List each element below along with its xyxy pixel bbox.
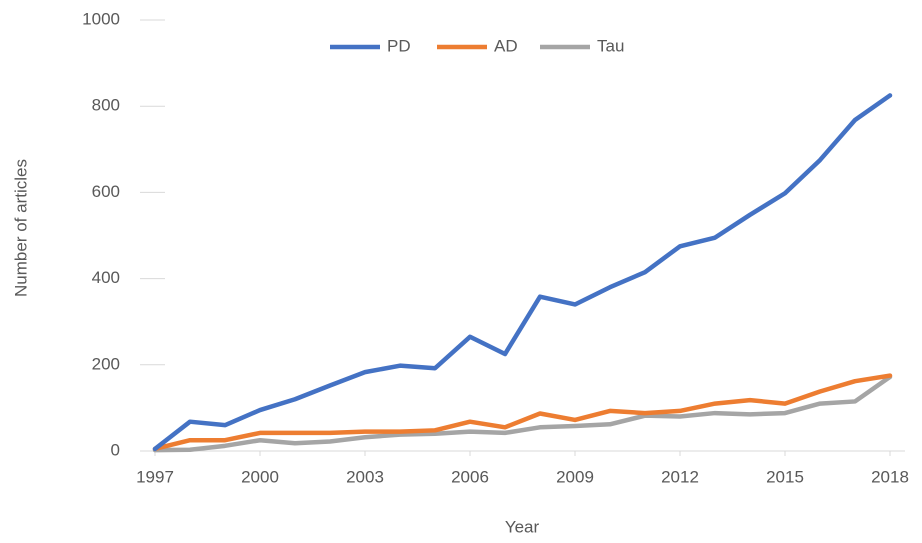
x-tick-label: 2000 <box>241 467 279 486</box>
y-tick-label: 1000 <box>82 9 120 28</box>
series-line <box>152 374 893 453</box>
y-tick-label: 200 <box>92 354 120 373</box>
legend-label: PD <box>387 36 411 55</box>
y-tick-label: 800 <box>92 96 120 115</box>
legend-label: Tau <box>597 36 624 55</box>
series-line <box>152 373 893 452</box>
series-line <box>152 93 893 452</box>
x-tick-label: 1997 <box>136 467 174 486</box>
x-axis-label: Year <box>505 517 540 536</box>
y-tick-label: 0 <box>111 440 120 459</box>
x-tick-label: 2006 <box>451 467 489 486</box>
x-tick-label: 2003 <box>346 467 384 486</box>
x-tick-label: 2015 <box>766 467 804 486</box>
y-axis-label: Number of articles <box>11 159 30 297</box>
x-tick-label: 2009 <box>556 467 594 486</box>
y-tick-label: 400 <box>92 268 120 287</box>
x-tick-label: 2012 <box>661 467 699 486</box>
legend-label: AD <box>494 36 518 55</box>
y-tick-label: 600 <box>92 182 120 201</box>
x-tick-label: 2018 <box>871 467 909 486</box>
